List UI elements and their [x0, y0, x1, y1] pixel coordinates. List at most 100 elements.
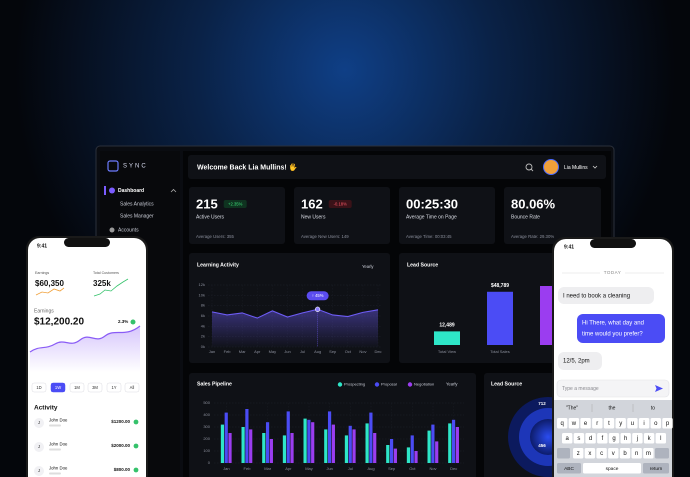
- shift-key[interactable]: [557, 448, 570, 459]
- key-label: return: [650, 466, 663, 472]
- x-tick-label: Apr: [254, 349, 261, 354]
- bar: [451, 419, 456, 463]
- key-label: x: [588, 451, 591, 457]
- key-label: t: [608, 421, 610, 427]
- key[interactable]: [573, 448, 584, 459]
- key[interactable]: [620, 433, 631, 444]
- bar: [406, 447, 411, 463]
- period: Yearly: [362, 264, 374, 269]
- bar: [220, 424, 225, 463]
- key[interactable]: [631, 448, 642, 459]
- delete-key[interactable]: [655, 448, 669, 459]
- earnings-line: [29, 325, 141, 353]
- dashboard: SYNC Dashboard Sales Analytics Sales Manage…: [95, 145, 615, 477]
- key-label: a: [566, 436, 570, 442]
- key-label: m: [646, 451, 651, 457]
- legend-swatch: [337, 382, 343, 387]
- key[interactable]: [562, 433, 573, 444]
- key[interactable]: [557, 418, 568, 429]
- key-label: s: [577, 436, 580, 442]
- key[interactable]: [573, 433, 585, 444]
- key[interactable]: [615, 418, 626, 429]
- dashboard-icon: [109, 187, 115, 194]
- y-tick-label: 10k: [199, 292, 205, 297]
- message: time would you prefer?: [582, 332, 643, 338]
- status-dot: [133, 419, 139, 425]
- range-chip[interactable]: [106, 382, 122, 393]
- avatar-initial: J: [38, 420, 40, 425]
- key[interactable]: [603, 418, 615, 429]
- key[interactable]: [632, 433, 643, 444]
- panel-title: Sales Pipeline: [197, 381, 232, 387]
- bar: [373, 433, 377, 463]
- x-tick-label: Dec: [374, 349, 381, 354]
- kpi-change: +2.35%: [228, 201, 243, 206]
- key-label: ABC: [564, 466, 574, 472]
- activity-area: [212, 309, 378, 347]
- bar: [282, 435, 287, 463]
- key[interactable]: [557, 463, 581, 474]
- range-chip[interactable]: [69, 382, 85, 393]
- x-tick-label: Apr: [285, 466, 292, 471]
- key-label: k: [648, 436, 652, 442]
- key[interactable]: [584, 448, 596, 459]
- bar: [307, 419, 311, 463]
- bubble-in: [558, 287, 654, 304]
- legend-swatch: [374, 382, 380, 387]
- header-bar: [188, 155, 606, 179]
- bar: [249, 429, 253, 463]
- key[interactable]: [568, 418, 580, 429]
- range-chip[interactable]: [31, 382, 47, 393]
- bar: [365, 423, 369, 463]
- key[interactable]: [638, 418, 650, 429]
- key[interactable]: [580, 418, 591, 429]
- suggestion: the: [609, 405, 616, 411]
- key[interactable]: [583, 463, 641, 474]
- range-chip[interactable]: [87, 382, 103, 393]
- key[interactable]: [650, 418, 661, 429]
- activity-name: John Doe: [49, 442, 68, 447]
- key[interactable]: [662, 418, 673, 429]
- bar: [348, 425, 352, 463]
- key-label: c: [600, 451, 603, 457]
- bar: [487, 291, 513, 345]
- phone-left: 9:41 Earnings $60,350 Total Customers 325k Ea…: [26, 236, 148, 477]
- kpi-label: Bounce Rate: [511, 214, 540, 220]
- range-chip[interactable]: [124, 382, 140, 393]
- key[interactable]: [655, 433, 666, 444]
- x-tick-label: Jul: [348, 466, 353, 471]
- key[interactable]: [643, 463, 669, 474]
- key[interactable]: [627, 418, 638, 429]
- key[interactable]: [597, 433, 608, 444]
- activity-sub: [49, 448, 61, 451]
- message-input[interactable]: [556, 379, 670, 398]
- x-tick-label: May: [269, 349, 277, 354]
- key[interactable]: [596, 448, 607, 459]
- x-tick-label: Jan: [209, 349, 215, 354]
- key[interactable]: [608, 433, 620, 444]
- highlight-point: [315, 306, 321, 312]
- stat-value: 325k: [93, 279, 111, 288]
- x-tick-label: Aug: [314, 349, 321, 354]
- user-chevron: [592, 165, 598, 169]
- send-icon[interactable]: [655, 385, 663, 392]
- key[interactable]: [585, 433, 596, 444]
- key[interactable]: [608, 448, 619, 459]
- range-label: All: [130, 385, 135, 390]
- bar: [344, 435, 349, 463]
- key[interactable]: [643, 448, 654, 459]
- notch: [64, 238, 110, 247]
- y-tick-label: 0k: [201, 344, 205, 349]
- bar-label: Total Sales: [490, 349, 510, 354]
- key[interactable]: [643, 433, 655, 444]
- y-tick-label: 0: [208, 460, 211, 465]
- key[interactable]: [619, 448, 631, 459]
- key-label: o: [654, 421, 658, 427]
- range-chip[interactable]: [50, 382, 66, 393]
- x-tick-label: May: [305, 466, 313, 471]
- key[interactable]: [592, 418, 603, 429]
- legend-label: Negotiation: [414, 382, 434, 387]
- kpi-average: Average New Users: 149: [301, 234, 349, 239]
- avatar: [34, 418, 44, 428]
- kpi-average: Average Time: 00:03:45: [406, 234, 452, 239]
